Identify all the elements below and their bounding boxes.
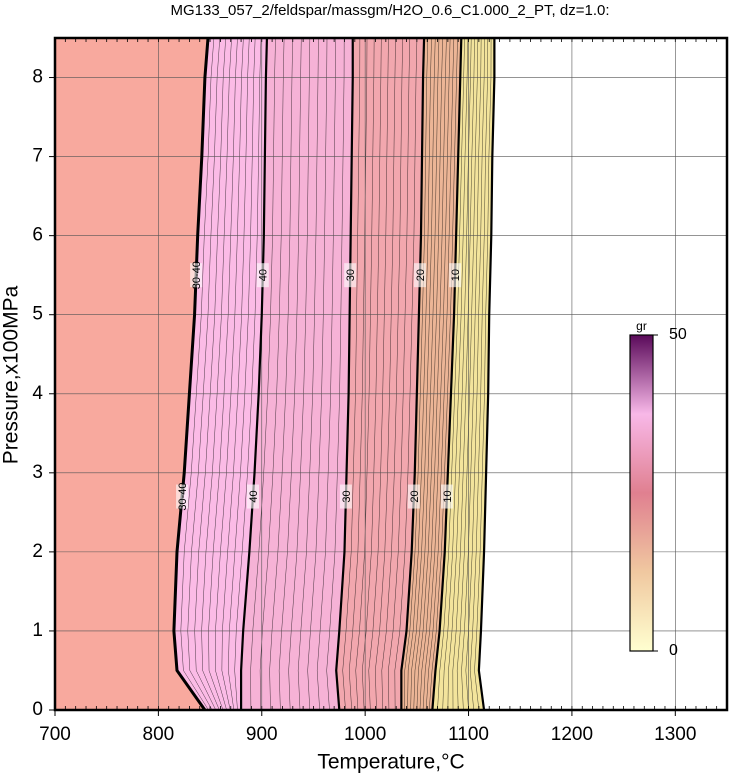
contour-label-group: 30-40 — [176, 482, 189, 511]
contour-label: 40 — [248, 490, 260, 502]
contour-label-bg — [256, 263, 269, 288]
contour-line — [400, 37, 426, 710]
x-tick-label: 1200 — [551, 724, 593, 745]
contour-line — [335, 38, 354, 711]
plot-frame — [53, 36, 729, 712]
contour-label-bg — [449, 263, 462, 288]
chart-title: MG133_057_2/feldspar/massgm/H2O_0.6_C1.0… — [170, 2, 609, 19]
y-tick-label: 6 — [32, 225, 43, 246]
contour-label-group: 20 — [413, 263, 427, 288]
y-tick-label: 3 — [32, 462, 43, 483]
y-tick-label: 1 — [32, 620, 43, 641]
contour-label: 30 — [341, 490, 353, 502]
contour-label-group: 40 — [246, 484, 260, 509]
x-tick-label: 800 — [143, 724, 175, 745]
y-tick-label: 5 — [32, 304, 43, 325]
contour-band — [478, 38, 727, 710]
contour-label: 10 — [450, 269, 462, 281]
contour-band — [173, 38, 267, 710]
y-tick-label: 4 — [32, 383, 43, 404]
contour-label-group: 30-40 — [190, 261, 203, 289]
contour-label: 30 — [345, 269, 357, 281]
contour-label-group: 40 — [256, 263, 270, 288]
colorbar — [629, 334, 654, 652]
contour-label: 20 — [409, 490, 421, 502]
x-tick-label: 900 — [246, 724, 278, 745]
contour-label-group: 10 — [440, 484, 454, 509]
contour-label: 40 — [258, 269, 270, 281]
y-tick-label: 2 — [32, 541, 43, 562]
contour-label-bg — [344, 263, 357, 288]
x-tick-label: 1000 — [344, 724, 386, 745]
x-tick-label: 700 — [39, 724, 71, 745]
x-tick-label: 1300 — [654, 724, 696, 745]
contour-label-group: 10 — [449, 263, 462, 288]
contour-label-group: 20 — [407, 484, 421, 509]
contour-label: 30-40 — [177, 482, 189, 510]
y-tick-label: 8 — [32, 67, 43, 88]
contour-label-group: 30 — [344, 263, 357, 288]
y-axis-label: Pressure,x100MPa — [0, 285, 23, 464]
contour-line — [172, 37, 210, 711]
contour-line — [239, 37, 269, 710]
y-tick-label: 7 — [32, 146, 43, 167]
contour-line — [477, 38, 496, 711]
contour-label-bg — [413, 263, 426, 288]
contour-label-group: 30 — [339, 484, 353, 509]
contour-label-bg — [339, 484, 352, 509]
contour-label: 20 — [415, 269, 427, 281]
colorbar-tick-label: 0 — [669, 642, 678, 659]
x-tick-label: 1100 — [448, 724, 489, 745]
contour-label-bg — [440, 484, 453, 509]
y-tick-label: 0 — [32, 699, 43, 720]
contour-label-bg — [176, 484, 189, 509]
contour-band — [432, 38, 495, 710]
contour-line — [431, 37, 463, 711]
contour-label-bg — [190, 263, 203, 288]
colorbar-label: gr — [636, 319, 647, 333]
x-axis-label: Temperature,°C — [317, 751, 464, 774]
colorbar-tick-label: 50 — [669, 326, 687, 343]
contour-label: 30-40 — [191, 261, 203, 289]
contour-label-bg — [246, 484, 259, 509]
contour-label: 10 — [442, 490, 454, 502]
contour-label-bg — [407, 484, 420, 509]
